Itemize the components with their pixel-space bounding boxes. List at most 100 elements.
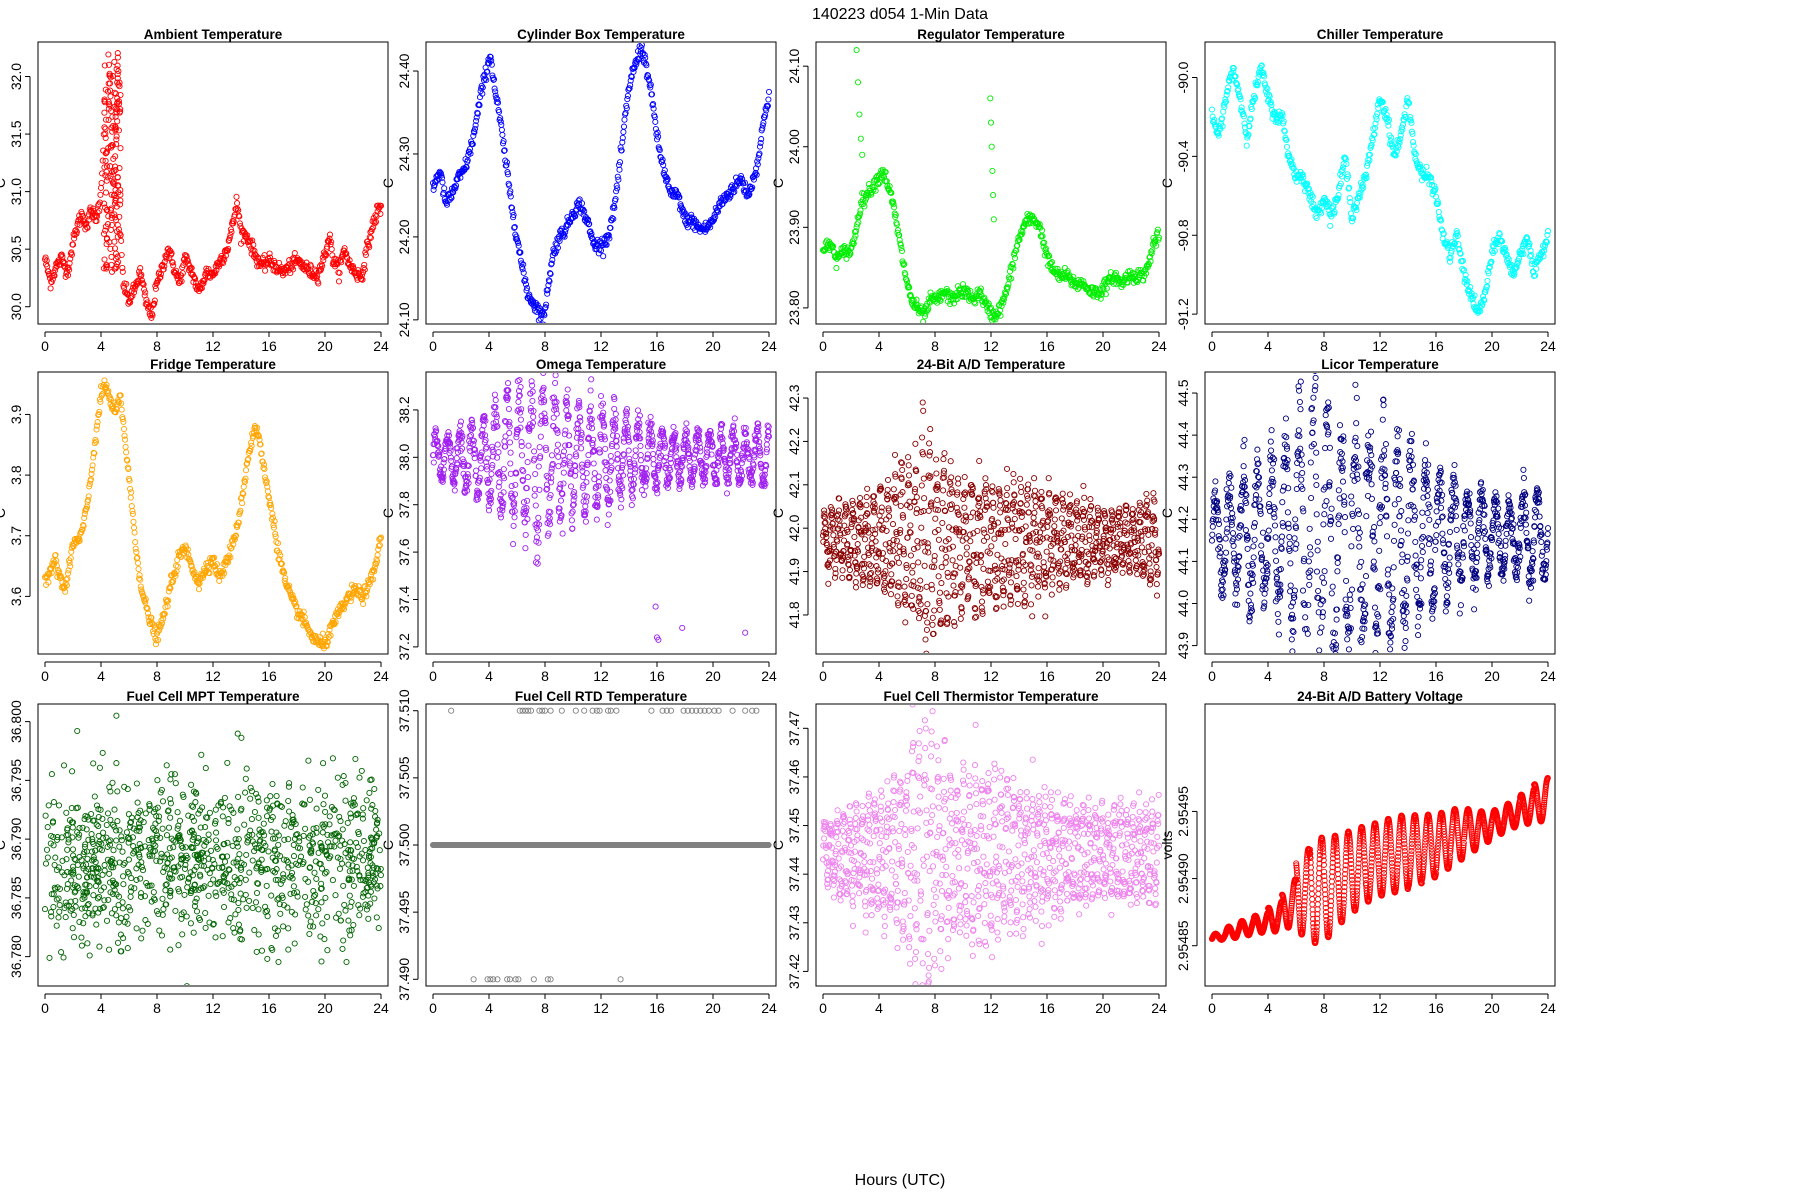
- data-point: [630, 475, 638, 483]
- data-point: [927, 473, 934, 480]
- data-point: [852, 228, 860, 235]
- data-point: [1245, 122, 1253, 129]
- data-point: [930, 630, 937, 637]
- data-point: [547, 479, 554, 486]
- data-point: [628, 502, 635, 509]
- x-tick-label: 12: [593, 668, 609, 684]
- data-point: [744, 446, 752, 453]
- data-point: [47, 285, 54, 292]
- data-point: [282, 267, 289, 274]
- data-point: [471, 125, 479, 132]
- data-point: [654, 479, 661, 486]
- data-point: [897, 502, 904, 510]
- data-point: [725, 480, 733, 487]
- plot-frame: [37, 371, 389, 655]
- data-point: [1282, 136, 1289, 143]
- data-point: [731, 188, 738, 195]
- data-point: [857, 501, 864, 508]
- data-point: [552, 373, 559, 379]
- data-point: [1479, 300, 1486, 307]
- data-point: [765, 433, 773, 440]
- data-point: [97, 191, 104, 198]
- x-tick-label: 0: [41, 668, 49, 684]
- data-point: [600, 409, 607, 416]
- data-point: [915, 559, 922, 566]
- data-point: [732, 436, 739, 444]
- data-point: [248, 442, 255, 449]
- data-point: [928, 499, 935, 506]
- data-point: [101, 96, 108, 103]
- data-point: [593, 516, 600, 523]
- data-point: [1388, 134, 1395, 141]
- data-point: [548, 452, 556, 459]
- data-point: [529, 362, 534, 367]
- data-point: [101, 62, 108, 69]
- data-point: [873, 563, 880, 570]
- data-point: [1238, 104, 1245, 111]
- data-point: [311, 266, 318, 273]
- data-point: [758, 136, 765, 143]
- data-point: [573, 444, 580, 451]
- data-point: [630, 68, 637, 75]
- data-point: [607, 497, 614, 504]
- plot-frame: [425, 371, 777, 655]
- data-point: [935, 507, 942, 514]
- data-point: [562, 442, 569, 449]
- data-point: [553, 248, 560, 255]
- data-point: [936, 597, 943, 604]
- data-point: [914, 538, 921, 545]
- data-point: [557, 481, 564, 488]
- data-point: [488, 61, 495, 68]
- data-point: [1528, 252, 1535, 259]
- data-point: [648, 420, 655, 427]
- data-point: [102, 150, 109, 157]
- data-point: [340, 606, 348, 613]
- data-point: [732, 444, 739, 451]
- data-point: [616, 159, 624, 166]
- data-point: [91, 450, 98, 457]
- data-point: [541, 410, 548, 417]
- data-point: [874, 579, 881, 586]
- data-point: [170, 262, 177, 269]
- data-point: [335, 278, 343, 285]
- data-point: [932, 506, 939, 513]
- data-point: [871, 184, 878, 191]
- data-point: [1345, 185, 1352, 192]
- data-point: [898, 460, 906, 467]
- data-point: [1263, 84, 1270, 91]
- data-point: [849, 500, 857, 508]
- data-point: [756, 143, 764, 150]
- data-point: [117, 106, 124, 113]
- data-point: [620, 128, 627, 136]
- data-point: [595, 482, 602, 489]
- data-point: [1366, 157, 1373, 164]
- data-point: [654, 129, 661, 136]
- data-point: [654, 490, 661, 497]
- data-point: [158, 617, 165, 624]
- data-point: [977, 289, 984, 296]
- data-point: [1337, 180, 1344, 187]
- data-point: [90, 454, 97, 461]
- data-point: [132, 539, 139, 546]
- data-point: [828, 512, 835, 519]
- data-point: [942, 559, 949, 566]
- data-point: [664, 480, 671, 487]
- data-point: [448, 463, 456, 470]
- data-point: [928, 581, 935, 588]
- data-point: [225, 245, 232, 252]
- data-point: [611, 405, 618, 412]
- data-point: [1260, 69, 1267, 76]
- data-point: [826, 548, 833, 555]
- data-point: [1468, 293, 1475, 300]
- data-point: [99, 391, 106, 398]
- data-point: [274, 540, 282, 547]
- data-point: [192, 275, 199, 282]
- data-point: [593, 503, 600, 510]
- data-point: [1305, 185, 1312, 192]
- data-point: [583, 479, 590, 486]
- data-point: [882, 541, 889, 548]
- data-point: [725, 470, 732, 477]
- data-point: [1453, 231, 1460, 238]
- data-point: [137, 583, 144, 590]
- data-point: [1046, 253, 1053, 260]
